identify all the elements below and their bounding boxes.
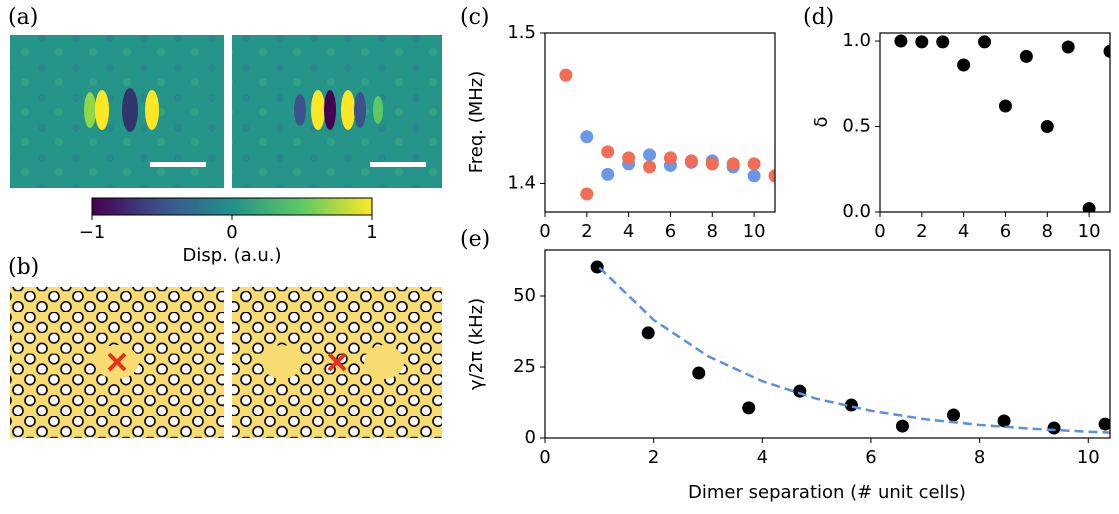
x-tick-label: 0: [539, 221, 550, 242]
x-tick-label: 2: [916, 221, 927, 242]
point: [768, 169, 775, 183]
point: [1082, 202, 1096, 212]
point: [559, 68, 573, 82]
point: [684, 154, 698, 168]
y-tick-label: 25: [513, 356, 536, 377]
y-tick-label: 50: [513, 285, 536, 306]
point: [641, 326, 655, 340]
x-tick-label: 10: [743, 221, 766, 242]
point: [1098, 417, 1110, 431]
axes-frame: [544, 249, 1111, 439]
panel-label: (d): [803, 5, 834, 30]
lattice-image: [10, 287, 224, 438]
axes-frame: [879, 32, 1111, 213]
point: [747, 169, 761, 183]
plot-area: [894, 34, 1110, 212]
x-axis-label: Dimer separation (# unit cells): [688, 482, 966, 503]
point: [643, 160, 657, 174]
axes-frame: [544, 32, 776, 213]
x-tick-label: 8: [707, 221, 718, 242]
point: [692, 366, 706, 380]
mode-image: [232, 35, 442, 188]
x-tick-label: 6: [865, 447, 876, 468]
y-tick-label: 1.5: [507, 22, 536, 43]
y-tick-label: 1.4: [507, 172, 536, 193]
x-tick-label: 8: [974, 447, 985, 468]
panel-label: (c): [460, 5, 490, 30]
point: [643, 148, 657, 162]
point: [1047, 421, 1061, 435]
x-tick-label: 4: [623, 221, 634, 242]
point: [936, 35, 950, 49]
y-axis-label: Freq. (MHz): [466, 71, 487, 174]
point: [663, 151, 677, 165]
x-tick-label: 10: [1077, 447, 1100, 468]
x-tick-label: 2: [581, 221, 592, 242]
x-tick-label: 8: [1042, 221, 1053, 242]
point: [998, 99, 1012, 113]
point: [747, 157, 761, 171]
point: [1040, 120, 1054, 134]
colorbar-tick-label: 1: [366, 222, 377, 243]
panel-label: (a): [8, 5, 38, 30]
point: [742, 401, 756, 415]
plot-area: [590, 260, 1110, 435]
point: [894, 34, 908, 48]
point: [580, 130, 594, 144]
point: [895, 419, 909, 433]
fit-line: [598, 266, 1110, 434]
lattice-image: [232, 287, 442, 438]
point: [947, 408, 961, 422]
point: [601, 145, 615, 159]
x-tick-label: 0: [874, 221, 885, 242]
x-tick-label: 6: [1000, 221, 1011, 242]
x-tick-label: 0: [539, 447, 550, 468]
point: [726, 157, 740, 171]
point: [997, 414, 1011, 428]
point: [978, 35, 992, 49]
point: [622, 151, 636, 165]
point: [1019, 49, 1033, 63]
y-tick-label: 0: [525, 427, 536, 448]
colorbar: [91, 197, 373, 216]
plot-area: [559, 68, 775, 201]
x-tick-label: 6: [665, 221, 676, 242]
colorbar-tick-label: −1: [79, 222, 106, 243]
y-axis-label: γ/2π (kHz): [466, 298, 487, 390]
point: [1061, 40, 1075, 54]
point: [915, 35, 929, 49]
point: [580, 187, 594, 201]
point: [957, 58, 971, 72]
x-tick-label: 4: [958, 221, 969, 242]
y-tick-label: 0.0: [842, 201, 871, 222]
x-tick-label: 2: [648, 447, 659, 468]
y-axis-label: δ: [811, 116, 832, 127]
point: [601, 167, 615, 181]
point: [705, 157, 719, 171]
colorbar-tick-label: 0: [226, 222, 237, 243]
colorbar-label: Disp. (a.u.): [182, 245, 281, 266]
x-tick-label: 4: [757, 447, 768, 468]
y-tick-label: 0.5: [842, 116, 871, 137]
mode-image: [10, 35, 224, 188]
x-tick-label: 10: [1078, 221, 1101, 242]
y-tick-label: 1.0: [842, 30, 871, 51]
panel-label: (e): [460, 227, 490, 252]
panel-label: (b): [8, 255, 39, 280]
point: [1103, 44, 1110, 58]
